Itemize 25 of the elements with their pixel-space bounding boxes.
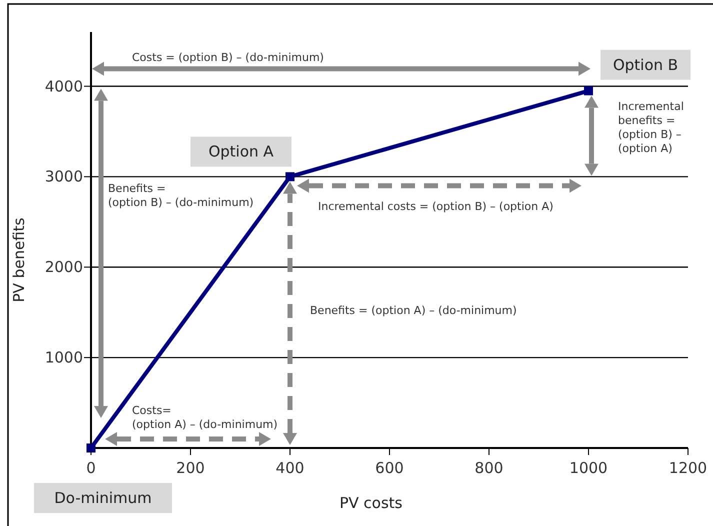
y-tick-label: 1000	[44, 348, 83, 367]
annotation: Benefits = (option B) – (do-minimum)	[108, 182, 254, 209]
point	[286, 172, 294, 182]
y-tick-label: 2000	[44, 258, 83, 276]
x-axis-title: PV costs	[339, 494, 403, 512]
point	[584, 86, 593, 96]
annotation: Incremental benefits = (option B) – (option A)	[618, 100, 684, 155]
x-tick-label: 1200	[668, 459, 708, 477]
point	[86, 444, 96, 452]
x-tick-label: 600	[375, 459, 404, 477]
annotation: Incremental costs = (option B) – (option A)	[318, 200, 554, 213]
annotation: Do-minimum	[54, 489, 152, 507]
y-tick-label: 4000	[44, 77, 83, 96]
annotation: Option B	[612, 56, 678, 74]
x-tick-label: 1000	[569, 459, 608, 477]
y-axis-title: PV benefits	[10, 217, 28, 302]
annotation: Costs = (option B) – (do-minimum)	[132, 51, 324, 64]
annotation: Benefits = (option A) – (do-minimum)	[310, 304, 517, 317]
x-tick-label: 200	[176, 459, 205, 477]
y-tick-label: 3000	[44, 168, 83, 186]
annotation: Costs= (option A) – (do-minimum)	[132, 404, 278, 431]
x-tick-label: 400	[276, 459, 304, 477]
x-tick-label: 800	[474, 459, 504, 477]
x-tick-label: 0	[86, 459, 96, 477]
annotation: Option A	[208, 142, 274, 161]
